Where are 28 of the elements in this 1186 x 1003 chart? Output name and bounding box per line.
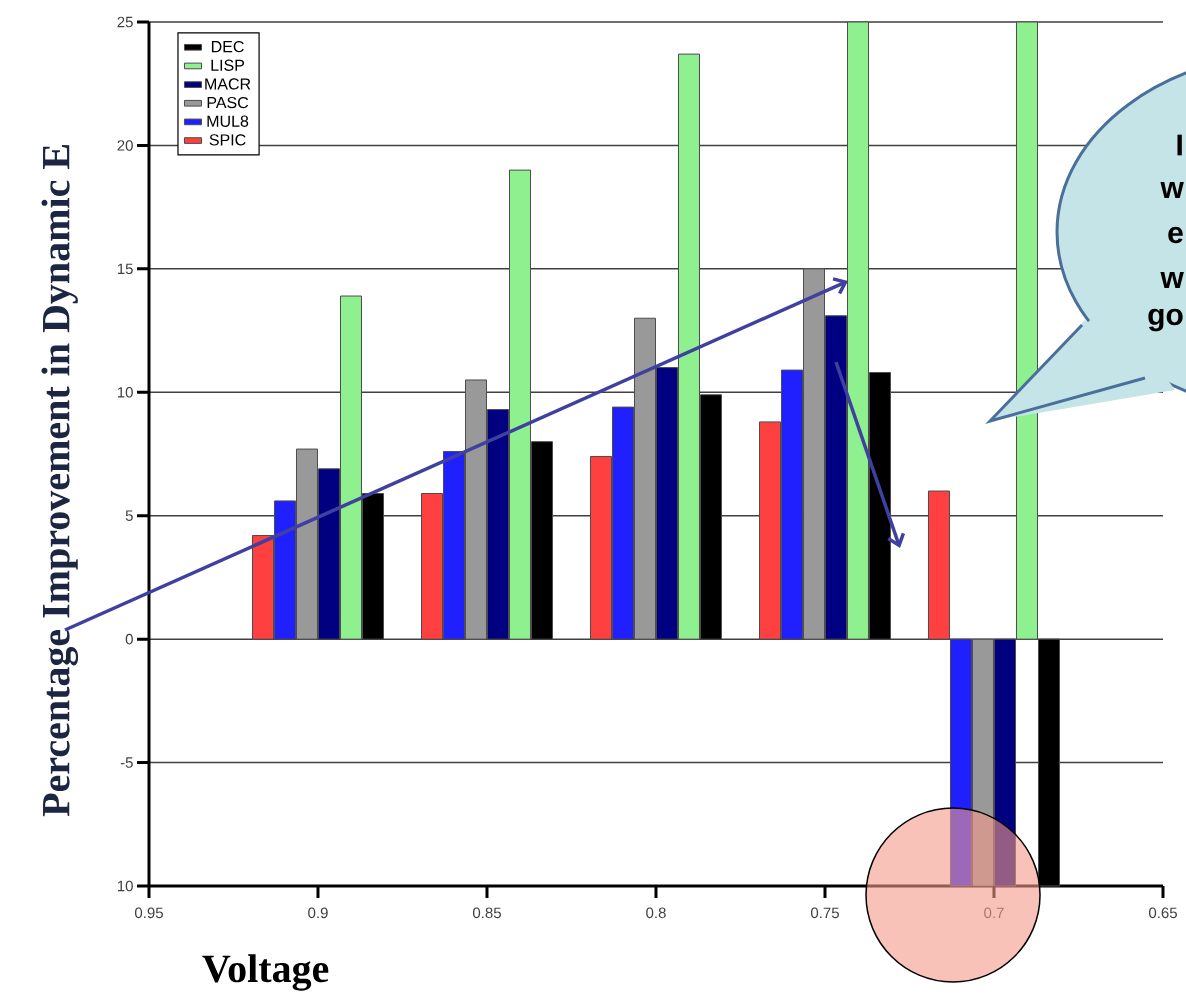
y-tick-label: -5 (120, 757, 133, 768)
legend-label: MACR (205, 78, 251, 90)
x-tick-label: 0.7 (984, 907, 1004, 919)
x-tick-label: 0.75 (810, 907, 839, 919)
legend-label: PASC (207, 96, 249, 109)
x-tick-label: 0.95 (134, 907, 163, 919)
annotation: go (1148, 308, 1183, 332)
y-tick-label: 10 (117, 880, 133, 892)
legend-label: DEC (211, 40, 244, 53)
x-tick-label: 0.9 (308, 907, 328, 919)
legend-label: SPIC (209, 134, 246, 146)
y-tick-label: 15 (117, 263, 133, 275)
y-tick-label: 25 (117, 16, 133, 28)
y-tick-label: 5 (125, 510, 133, 521)
x-tick-label: 0.65 (1148, 907, 1177, 919)
legend-label: MUL8 (207, 115, 249, 127)
x-tick-label: 0.8 (646, 907, 666, 919)
y-tick-label: 0 (125, 633, 133, 645)
x-axis-title: Voltage (202, 954, 329, 991)
legend-label: LISP (211, 59, 245, 71)
y-axis-title: Percentage Improvement in Dynamic E (41, 145, 79, 817)
x-tick-label: 0.85 (472, 907, 501, 919)
y-tick-label: 10 (117, 386, 133, 398)
text: e (1168, 226, 1183, 244)
annotation: w (1160, 182, 1184, 198)
y-tick-label: 20 (117, 140, 133, 151)
text: I (1177, 134, 1182, 156)
annotation: w (1160, 272, 1184, 288)
